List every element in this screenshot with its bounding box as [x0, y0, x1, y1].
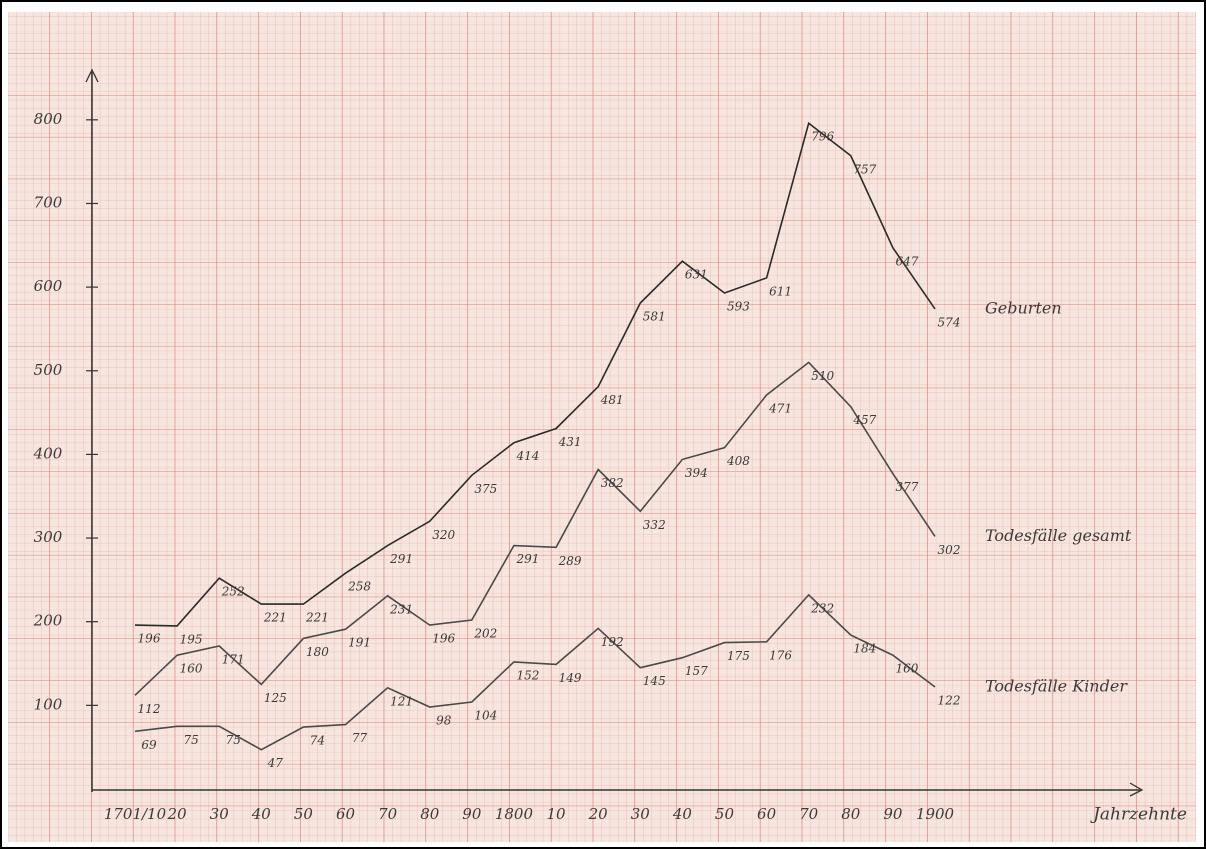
x-tick-label: 90 [883, 805, 903, 823]
y-tick-label: 700 [34, 193, 63, 211]
x-tick-label: 1800 [495, 805, 534, 823]
data-label: 202 [473, 627, 497, 641]
data-label: 757 [853, 162, 876, 176]
data-label: 796 [811, 130, 834, 144]
data-label: 611 [769, 284, 792, 298]
series-name: Todesfälle Kinder [985, 676, 1128, 695]
data-label: 320 [432, 528, 455, 542]
data-label: 122 [938, 693, 961, 707]
data-label: 332 [643, 518, 666, 532]
data-label: 414 [515, 449, 539, 463]
data-label: 180 [306, 645, 329, 659]
data-label: 481 [600, 393, 624, 407]
x-tick-label: 10 [547, 805, 567, 823]
data-label: 145 [643, 674, 666, 688]
x-tick-label: 1900 [916, 805, 955, 823]
data-label: 382 [601, 476, 624, 490]
data-label: 471 [768, 402, 792, 416]
data-label: 394 [685, 466, 708, 480]
x-tick-label: 80 [420, 805, 440, 823]
data-label: 221 [263, 611, 287, 625]
chart: Jahrzehnte 100 200 300 400 500 600 700 800 1701/… [0, 0, 1206, 849]
x-tick-label: 1701/10 [104, 805, 167, 823]
data-label: 175 [727, 649, 750, 663]
data-label: 232 [810, 601, 834, 615]
x-axis-label: Jahrzehnte [1090, 805, 1187, 825]
data-label: 75 [226, 733, 241, 747]
x-tick-label: 50 [294, 805, 314, 823]
data-label: 581 [643, 310, 666, 324]
data-label: 69 [141, 738, 157, 752]
data-label: 176 [769, 648, 792, 662]
x-tick-label: 60 [757, 805, 777, 823]
x-tick-label: 90 [462, 805, 482, 823]
y-tick-label: 200 [33, 612, 63, 630]
data-label: 431 [558, 435, 582, 449]
x-tick-label: 60 [336, 805, 356, 823]
data-label: 510 [811, 369, 834, 383]
data-label: 408 [726, 454, 750, 468]
data-label: 191 [348, 636, 371, 650]
data-label: 47 [267, 756, 284, 770]
data-label: 75 [183, 733, 198, 747]
data-label: 196 [432, 632, 455, 646]
data-label: 157 [685, 664, 708, 678]
x-tick-label: 20 [167, 805, 188, 823]
data-label: 258 [347, 580, 371, 594]
data-label: 252 [221, 585, 245, 599]
y-tick-label: 100 [34, 695, 63, 713]
data-label: 192 [601, 635, 624, 649]
data-label: 98 [436, 714, 452, 728]
x-tick-label: 30 [210, 805, 230, 823]
data-label: 289 [558, 554, 582, 568]
data-label: 221 [305, 611, 329, 625]
y-tick-label: 300 [34, 528, 63, 546]
x-tick-label: 30 [631, 805, 651, 823]
data-label: 112 [138, 702, 161, 716]
data-label: 195 [180, 632, 203, 646]
data-label: 121 [390, 694, 413, 708]
data-label: 149 [559, 671, 582, 685]
data-label: 125 [264, 691, 287, 705]
data-label: 77 [352, 731, 368, 745]
x-tick-label: 20 [588, 805, 609, 823]
x-tick-label: 40 [251, 805, 272, 823]
x-tick-label: 70 [378, 805, 398, 823]
data-label: 291 [389, 552, 413, 566]
x-tick-label: 80 [841, 805, 861, 823]
data-label: 631 [685, 268, 708, 282]
series-name: Geburten [985, 298, 1062, 317]
y-tick-label: 500 [34, 361, 63, 379]
data-label: 574 [938, 315, 961, 329]
data-label: 160 [180, 662, 203, 676]
data-label: 171 [222, 652, 245, 666]
data-label: 291 [515, 552, 539, 566]
paper-grid-coarse [8, 12, 1196, 842]
data-label: 375 [474, 482, 497, 496]
data-label: 152 [516, 668, 539, 682]
data-label: 377 [895, 480, 918, 494]
x-tick-label: 50 [715, 805, 735, 823]
y-tick-label: 800 [34, 110, 63, 128]
series-name: Todesfälle gesamt [985, 526, 1132, 545]
data-label: 231 [389, 602, 413, 616]
y-tick-label: 600 [34, 277, 63, 295]
data-label: 160 [895, 662, 918, 676]
data-label: 74 [310, 734, 325, 748]
x-tick-label: 40 [672, 805, 693, 823]
data-label: 647 [895, 254, 918, 268]
data-label: 196 [138, 632, 161, 646]
x-tick-label: 70 [799, 805, 819, 823]
data-label: 302 [938, 543, 961, 557]
data-label: 184 [853, 642, 876, 656]
data-label: 457 [852, 413, 876, 427]
data-label: 593 [727, 299, 750, 313]
data-label: 104 [474, 709, 497, 723]
y-tick-label: 400 [33, 444, 63, 462]
